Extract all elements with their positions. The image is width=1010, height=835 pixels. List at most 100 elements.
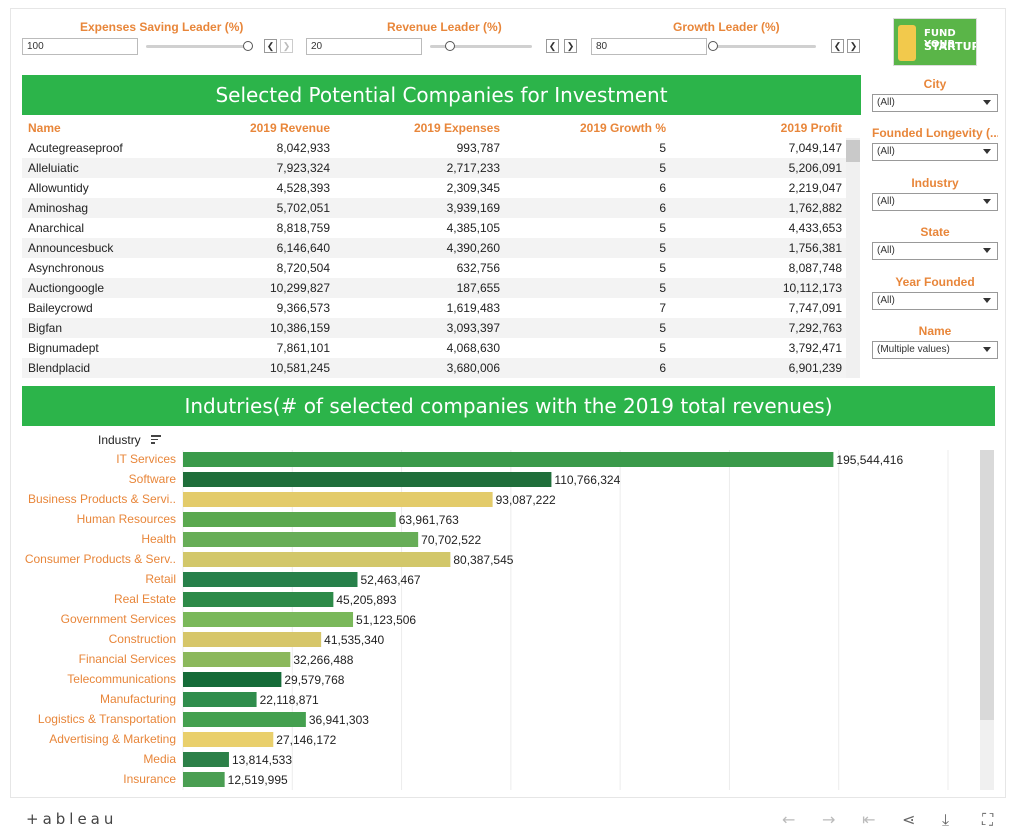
revert-icon[interactable]: ⇤	[862, 810, 876, 829]
sort-icon[interactable]	[151, 435, 161, 445]
logo-text-line1: FUND YOUR	[924, 28, 956, 50]
industry-bar[interactable]	[183, 772, 225, 787]
category-label[interactable]: Business Products & Servi..	[28, 492, 176, 506]
step-next-button[interactable]: ❯	[564, 39, 577, 53]
category-label[interactable]: Media	[143, 752, 176, 766]
col-header-profit[interactable]: 2019 Profit	[780, 121, 842, 135]
person-icon	[898, 25, 916, 61]
table-scroll-thumb[interactable]	[846, 140, 860, 162]
param-input[interactable]	[591, 38, 707, 55]
cell-name: Baileycrowd	[28, 301, 93, 315]
col-header-name[interactable]: Name	[28, 121, 61, 135]
industry-bar[interactable]	[183, 712, 306, 727]
slider-knob[interactable]	[243, 41, 253, 51]
industry-bar[interactable]	[183, 532, 419, 547]
filter-value: (Multiple values)	[877, 344, 950, 355]
step-prev-button[interactable]: ❮	[831, 39, 844, 53]
filter-dropdown[interactable]: (Multiple values)	[872, 341, 998, 359]
category-label[interactable]: Human Resources	[77, 512, 176, 526]
table-row[interactable]: Auctiongoogle 10,299,827 187,655 5 10,112,17…	[22, 278, 860, 298]
table-row[interactable]: Alleluiatic 7,923,324 2,717,233 5 5,206,091	[22, 158, 860, 178]
tableau-logo[interactable]: +ableau	[26, 810, 118, 828]
chevron-down-icon	[983, 347, 991, 352]
table-row[interactable]: Bignumadept 7,861,101 4,068,630 5 3,792,471	[22, 338, 860, 358]
industry-bar[interactable]	[183, 572, 358, 587]
step-prev-button[interactable]: ❮	[546, 39, 559, 53]
industry-bar[interactable]	[183, 452, 834, 467]
category-label[interactable]: Telecommunications	[67, 672, 176, 686]
table-row[interactable]: Blendplacid 10,581,245 3,680,006 6 6,901,239	[22, 358, 860, 378]
step-next-button[interactable]: ❯	[847, 39, 860, 53]
cell-profit: 4,433,653	[788, 221, 842, 235]
industry-bar[interactable]	[183, 672, 282, 687]
category-label[interactable]: Financial Services	[79, 652, 176, 666]
category-label[interactable]: Construction	[109, 632, 176, 646]
industry-bar[interactable]	[183, 612, 354, 627]
filter-dropdown[interactable]: (All)	[872, 292, 998, 310]
slider-track[interactable]	[708, 45, 816, 48]
param-input[interactable]	[22, 38, 138, 55]
cell-expenses: 4,390,260	[446, 241, 500, 255]
industry-bar[interactable]	[183, 472, 552, 487]
category-label[interactable]: Insurance	[123, 772, 176, 786]
category-label[interactable]: Logistics & Transportation	[38, 712, 176, 726]
industry-bar[interactable]	[183, 552, 451, 567]
industry-bar[interactable]	[183, 592, 334, 607]
category-label[interactable]: Real Estate	[114, 592, 176, 606]
slider-knob[interactable]	[445, 41, 455, 51]
table-row[interactable]: Acutegreaseproof 8,042,933 993,787 5 7,049,1…	[22, 138, 860, 158]
table-row[interactable]: Aminoshag 5,702,051 3,939,169 6 1,762,882	[22, 198, 860, 218]
share-icon[interactable]: ⋖	[902, 810, 916, 829]
chevron-down-icon	[983, 100, 991, 105]
step-prev-button[interactable]: ❮	[264, 39, 277, 53]
category-label[interactable]: Health	[141, 532, 176, 546]
industry-bar[interactable]	[183, 652, 291, 667]
fullscreen-icon[interactable]: ⛶	[982, 810, 994, 829]
industry-bar[interactable]	[183, 692, 257, 707]
chart-scrollbar[interactable]	[980, 450, 994, 790]
forward-icon[interactable]: →	[822, 810, 836, 829]
table-row[interactable]: Asynchronous 8,720,504 632,756 5 8,087,748	[22, 258, 860, 278]
category-label[interactable]: Consumer Products & Serv..	[25, 552, 176, 566]
cell-revenue: 6,146,640	[276, 241, 330, 255]
step-next-button[interactable]: ❯	[280, 39, 293, 53]
category-label[interactable]: Manufacturing	[100, 692, 176, 706]
chart-scroll-thumb[interactable]	[980, 450, 994, 720]
cell-growth: 5	[659, 221, 666, 235]
table-scrollbar[interactable]	[846, 138, 860, 378]
bar-value-label: 13,814,533	[232, 753, 292, 767]
category-label[interactable]: Software	[129, 472, 177, 486]
table-row[interactable]: Announcesbuck 6,146,640 4,390,260 5 1,756,38…	[22, 238, 860, 258]
industry-bar[interactable]	[183, 752, 229, 767]
slider-track[interactable]	[146, 45, 250, 48]
industry-bar[interactable]	[183, 492, 493, 507]
back-icon[interactable]: ←	[782, 810, 796, 829]
category-label[interactable]: IT Services	[116, 452, 176, 466]
filter-title: State	[920, 225, 950, 239]
cell-profit: 7,049,147	[788, 141, 842, 155]
filter-dropdown[interactable]: (All)	[872, 242, 998, 260]
col-header-expenses[interactable]: 2019 Expenses	[413, 121, 500, 135]
filter-dropdown[interactable]: (All)	[872, 143, 998, 161]
table-row[interactable]: Allowuntidy 4,528,393 2,309,345 6 2,219,047	[22, 178, 860, 198]
cell-growth: 5	[659, 341, 666, 355]
table-row[interactable]: Anarchical 8,818,759 4,385,105 5 4,433,653	[22, 218, 860, 238]
industry-bar[interactable]	[183, 512, 396, 527]
category-label[interactable]: Retail	[145, 572, 176, 586]
param-input[interactable]	[306, 38, 422, 55]
table-row[interactable]: Bigfan 10,386,159 3,093,397 5 7,292,763	[22, 318, 860, 338]
cell-growth: 5	[659, 161, 666, 175]
filter-dropdown[interactable]: (All)	[872, 193, 998, 211]
slider-knob[interactable]	[708, 41, 718, 51]
slider-track[interactable]	[430, 45, 532, 48]
cell-revenue: 10,299,827	[269, 281, 330, 295]
download-icon[interactable]: ⤓	[942, 810, 950, 829]
col-header-revenue[interactable]: 2019 Revenue	[249, 121, 330, 135]
industry-bar[interactable]	[183, 732, 274, 747]
col-header-growth[interactable]: 2019 Growth %	[579, 121, 666, 135]
category-label[interactable]: Government Services	[61, 612, 176, 626]
filter-dropdown[interactable]: (All)	[872, 94, 998, 112]
industry-bar[interactable]	[183, 632, 322, 647]
category-label[interactable]: Advertising & Marketing	[49, 732, 176, 746]
table-row[interactable]: Baileycrowd 9,366,573 1,619,483 7 7,747,091	[22, 298, 860, 318]
